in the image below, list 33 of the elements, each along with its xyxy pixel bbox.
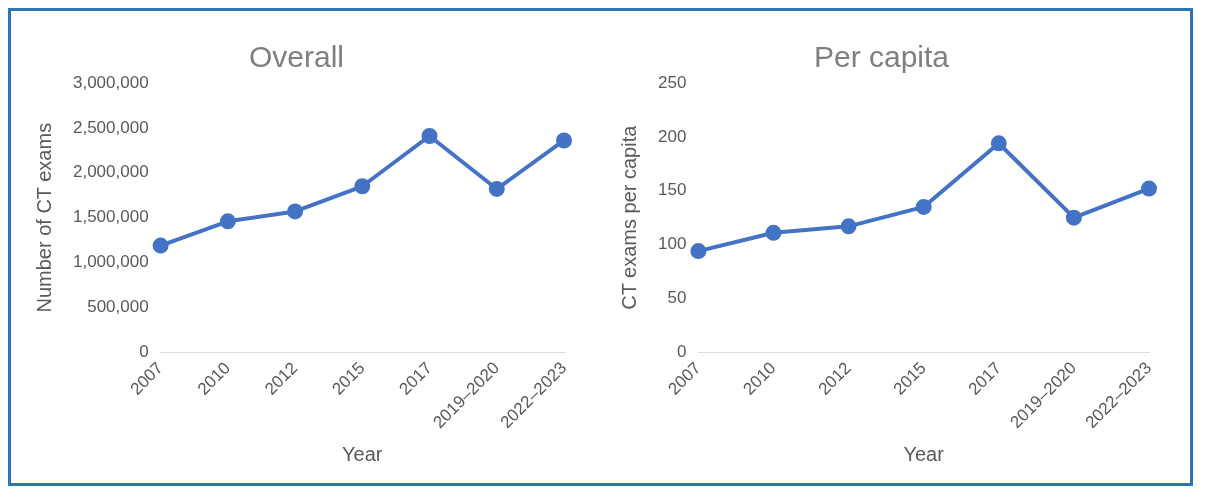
point [488,180,505,197]
point [219,213,236,230]
point [915,198,932,215]
point [1141,180,1157,197]
y-tick-label: 250 [657,72,687,92]
point [287,203,304,220]
y-tick-label: 2,000,000 [72,162,149,182]
point [840,218,857,235]
y-tick-label: 200 [657,126,687,146]
y-tick-label: 0 [676,342,687,362]
point [556,132,572,149]
chart-title: Per capita [813,40,950,74]
point [690,243,707,260]
point [354,178,371,195]
chart-title: Overall [248,40,345,74]
y-tick-label: 100 [657,234,687,254]
y-tick-label: 1,500,000 [72,207,149,227]
point [765,224,782,241]
y-tick-label: 500,000 [87,297,149,317]
y-tick-label: 50 [667,288,687,308]
y-tick-label: 2,500,000 [72,117,149,137]
x-axis-title: Year [903,442,945,465]
x-axis-title: Year [342,442,383,465]
y-tick-label: 1,000,000 [72,252,149,272]
point [421,127,438,144]
y-tick-label: 150 [657,180,687,200]
y-axis-title: CT exams per capita [617,124,640,310]
point [152,237,169,254]
y-tick-label: 0 [139,342,149,362]
y-axis-title: Number of CT exams [32,122,55,313]
point [990,135,1007,152]
point [1065,209,1082,226]
y-tick-label: 3,000,000 [72,72,149,92]
